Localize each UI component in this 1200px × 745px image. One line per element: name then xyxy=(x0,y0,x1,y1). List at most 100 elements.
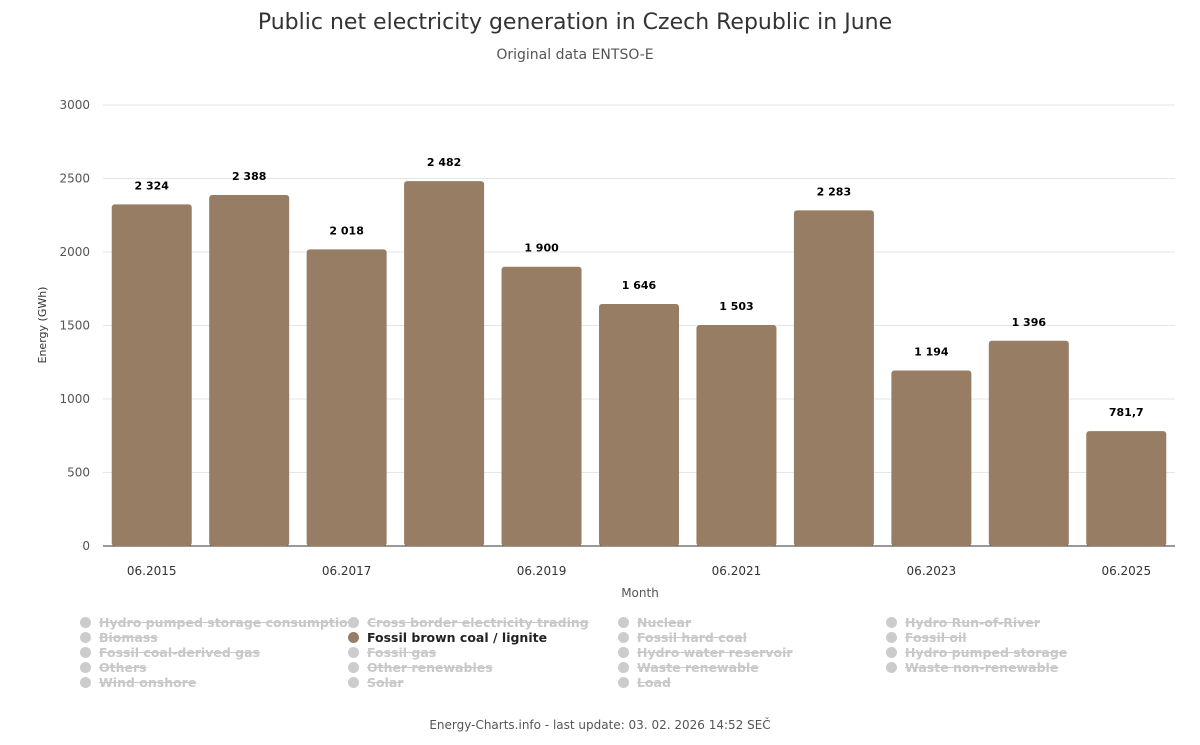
legend-dot-icon xyxy=(80,632,91,643)
legend-item[interactable]: Hydro water reservoir xyxy=(618,645,886,660)
chart-title: Public net electricity generation in Cze… xyxy=(257,10,893,35)
bar xyxy=(891,370,972,546)
legend-dot-icon xyxy=(886,617,897,628)
legend-label: Load xyxy=(637,675,671,690)
y-axis-title: Energy (GWh) xyxy=(36,287,49,364)
legend-dot-icon xyxy=(80,647,91,658)
x-axis-title: Month xyxy=(621,586,659,600)
x-tick-label: 06.2025 xyxy=(1101,564,1151,578)
x-tick-label: 06.2019 xyxy=(517,564,567,578)
y-tick-label: 2000 xyxy=(59,245,90,259)
y-tick-label: 1000 xyxy=(59,392,90,406)
legend-dot-icon xyxy=(348,617,359,628)
bar xyxy=(599,304,679,546)
legend-label: Cross border electricity trading xyxy=(367,615,589,630)
legend-item[interactable]: Solar xyxy=(348,675,618,690)
x-tick-label: 06.2023 xyxy=(907,564,957,578)
legend-item[interactable]: Fossil gas xyxy=(348,645,618,660)
bar xyxy=(111,204,192,546)
legend-dot-icon xyxy=(348,647,359,658)
legend-item[interactable]: Hydro pumped storage xyxy=(886,645,1154,660)
data-label: 1 194 xyxy=(914,345,949,358)
data-label: 1 396 xyxy=(1012,316,1047,329)
bar xyxy=(501,266,582,546)
legend-label: Fossil gas xyxy=(367,645,437,660)
legend-dot-icon xyxy=(618,632,629,643)
data-label: 2 283 xyxy=(817,185,851,198)
bar-chart: 0 500 1000 1500 2000 2500 3000 2 324 06.2015 2 38… xyxy=(36,98,1175,600)
legend-dot-icon xyxy=(80,617,91,628)
legend-label: Solar xyxy=(367,675,404,690)
legend-label: Hydro pumped storage xyxy=(905,645,1068,660)
legend-item[interactable]: Waste non-renewable xyxy=(886,660,1154,675)
x-tick-label: 06.2017 xyxy=(322,564,372,578)
y-tick-label: 2500 xyxy=(59,172,90,186)
data-label: 781,7 xyxy=(1109,406,1144,419)
data-label: 2 388 xyxy=(232,170,266,183)
legend-item[interactable]: Biomass xyxy=(80,630,348,645)
data-label: 2 482 xyxy=(427,156,461,169)
legend-label: Fossil coal-derived gas xyxy=(99,645,260,660)
bar xyxy=(404,181,485,546)
legend-dot-icon xyxy=(886,662,897,673)
legend-item[interactable]: Fossil oil xyxy=(886,630,1154,645)
legend-item[interactable]: Fossil hard coal xyxy=(618,630,886,645)
data-label: 2 324 xyxy=(135,179,170,192)
legend-label: Hydro pumped storage consumption xyxy=(99,615,357,630)
legend-item[interactable]: Others xyxy=(80,660,348,675)
footer-credit: Energy-Charts.info - last update: 03. 02… xyxy=(429,718,771,732)
legend-label: Fossil brown coal / lignite xyxy=(367,630,548,645)
legend-label: Waste renewable xyxy=(637,660,759,675)
chart-subtitle: Original data ENTSO-E xyxy=(496,47,654,63)
y-tick-label: 1500 xyxy=(59,319,90,333)
legend-label: Fossil hard coal xyxy=(637,630,747,645)
legend-label: Fossil oil xyxy=(905,630,967,645)
y-tick-label: 3000 xyxy=(59,98,90,112)
bar xyxy=(306,249,387,546)
legend-item[interactable]: Hydro pumped storage consumption xyxy=(80,615,357,630)
legend-dot-icon xyxy=(618,662,629,673)
legend-item[interactable]: Fossil coal-derived gas xyxy=(80,645,348,660)
legend-dot-icon xyxy=(618,617,629,628)
legend: Hydro pumped storage consumption Cross bo… xyxy=(80,615,1180,690)
legend-item[interactable]: Other renewables xyxy=(348,660,618,675)
legend-dot-icon xyxy=(618,647,629,658)
legend-dot-icon xyxy=(886,647,897,658)
legend-item[interactable]: Hydro Run-of-River xyxy=(886,615,1154,630)
legend-item[interactable]: Wind onshore xyxy=(80,675,348,690)
legend-item[interactable]: Waste renewable xyxy=(618,660,886,675)
y-tick-label: 0 xyxy=(82,539,90,553)
legend-label: Others xyxy=(99,660,147,675)
legend-dot-icon xyxy=(80,662,91,673)
legend-dot-icon xyxy=(618,677,629,688)
data-label: 1 900 xyxy=(524,242,559,255)
legend-dot-icon xyxy=(348,632,359,643)
legend-label: Nuclear xyxy=(637,615,692,630)
legend-label: Hydro Run-of-River xyxy=(905,615,1040,630)
legend-item[interactable]: Cross border electricity trading xyxy=(348,615,618,630)
legend-item[interactable]: Nuclear xyxy=(618,615,886,630)
legend-dot-icon xyxy=(80,677,91,688)
legend-dot-icon xyxy=(348,677,359,688)
legend-dot-icon xyxy=(348,662,359,673)
x-tick-label: 06.2021 xyxy=(712,564,762,578)
data-label: 2 018 xyxy=(329,224,363,237)
legend-label: Biomass xyxy=(99,630,158,645)
x-tick-label: 06.2015 xyxy=(127,564,177,578)
legend-label: Wind onshore xyxy=(99,675,197,690)
legend-label: Waste non-renewable xyxy=(905,660,1059,675)
bar xyxy=(793,210,874,547)
data-label: 1 503 xyxy=(719,300,753,313)
legend-item[interactable]: Fossil brown coal / lignite xyxy=(348,630,618,645)
bar xyxy=(696,325,777,546)
legend-label: Hydro water reservoir xyxy=(637,645,793,660)
y-tick-label: 500 xyxy=(67,466,90,480)
legend-item[interactable]: Load xyxy=(618,675,886,690)
legend-dot-icon xyxy=(886,632,897,643)
bar xyxy=(209,194,290,547)
bar xyxy=(1086,431,1167,546)
data-label: 1 646 xyxy=(622,279,657,292)
bar xyxy=(988,340,1069,546)
legend-label: Other renewables xyxy=(367,660,493,675)
